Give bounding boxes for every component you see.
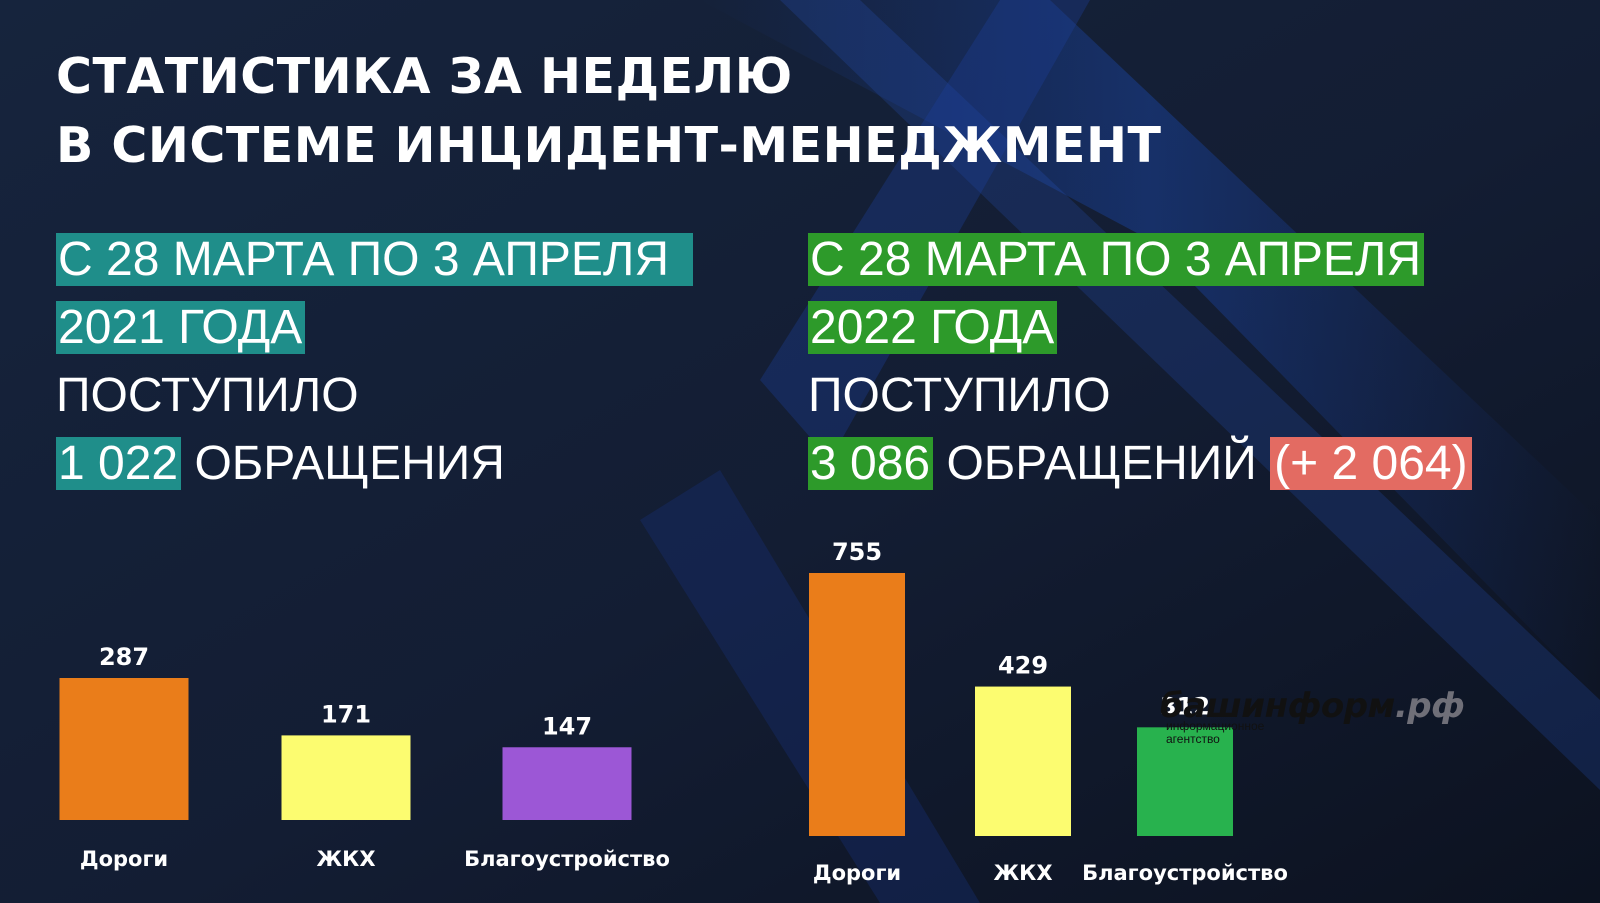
bar-2022-1 <box>809 573 905 836</box>
category-label-2021-3: Благоустройство <box>464 847 670 871</box>
count-2021-value: 1 022 <box>56 437 182 490</box>
category-label-2022-3: Благоустройство <box>1082 861 1288 885</box>
title-line-1: СТАТИСТИКА ЗА НЕДЕЛЮ <box>56 48 793 105</box>
watermark-subtitle-line-2: агентство <box>1166 732 1220 746</box>
period-2022-line-1: С 28 МАРТА ПО 3 АПРЕЛЯ <box>808 232 1472 300</box>
value-label-2021-3: 147 <box>542 712 592 740</box>
period-2021-block: С 28 МАРТА ПО 3 АПРЕЛЯ 2021 ГОДА ПОСТУПИ… <box>56 232 694 504</box>
watermark-brand: башинформ <box>1160 686 1395 726</box>
count-2021-unit: ОБРАЩЕНИЯ <box>194 437 505 490</box>
chart-2022: 755 Дороги 429 ЖКХ 312 Благоустройство <box>809 538 1288 885</box>
value-label-2021-1: 287 <box>99 643 149 671</box>
category-label-2022-1: Дороги <box>813 861 901 885</box>
count-2022-unit: ОБРАЩЕНИЙ <box>946 437 1257 490</box>
chart-2021: 287 Дороги 171 ЖКХ 147 Благоустройство <box>59 643 670 871</box>
count-2022-line: 3 086 ОБРАЩЕНИЙ (+ 2 064) <box>808 436 1472 504</box>
period-2022-line-2: 2022 ГОДА <box>808 300 1472 368</box>
watermark-subtitle-line-1: информационное <box>1166 719 1265 733</box>
period-2022-year: 2022 ГОДА <box>808 301 1058 354</box>
period-2021-line-1: С 28 МАРТА ПО 3 АПРЕЛЯ <box>56 232 694 300</box>
value-label-2022-1: 755 <box>832 538 882 566</box>
period-2021-year: 2021 ГОДА <box>56 301 306 354</box>
watermark-domain: .рф <box>1394 686 1465 726</box>
watermark-subtitle: информационное агентство <box>1166 720 1464 746</box>
value-label-2022-2: 429 <box>998 652 1048 680</box>
bar-2022-3 <box>1137 727 1233 836</box>
watermark: башинформ.рф информационное агентство <box>1160 686 1465 746</box>
category-label-2022-2: ЖКХ <box>993 861 1052 885</box>
bar-2021-1 <box>59 678 189 820</box>
period-2022-block: С 28 МАРТА ПО 3 АПРЕЛЯ 2022 ГОДА ПОСТУПИ… <box>808 232 1472 504</box>
category-label-2021-1: Дороги <box>80 847 168 871</box>
value-label-2022-3: 312 <box>1160 692 1210 720</box>
value-label-2021-2: 171 <box>321 700 371 728</box>
count-2021-line: 1 022 ОБРАЩЕНИЯ <box>56 436 693 504</box>
title-line-2: В СИСТЕМЕ ИНЦИДЕНТ-МЕНЕДЖМЕНТ <box>56 117 1162 174</box>
bar-2021-2 <box>281 735 411 820</box>
received-2021-label: ПОСТУПИЛО <box>56 369 359 422</box>
received-2022-label: ПОСТУПИЛО <box>808 369 1111 422</box>
period-2021-line-2: 2021 ГОДА <box>56 300 693 368</box>
bar-2021-3 <box>502 747 632 820</box>
period-2021-dates: С 28 МАРТА ПО 3 АПРЕЛЯ <box>56 233 694 286</box>
page-title: СТАТИСТИКА ЗА НЕДЕЛЮ В СИСТЕМЕ ИНЦИДЕНТ-… <box>56 42 1161 180</box>
watermark-logo: башинформ.рф <box>1160 686 1465 726</box>
count-delta-badge: (+ 2 064) <box>1270 437 1472 490</box>
category-label-2021-2: ЖКХ <box>316 847 375 871</box>
bar-2022-2 <box>975 686 1071 836</box>
period-2022-dates: С 28 МАРТА ПО 3 АПРЕЛЯ <box>808 233 1425 286</box>
count-2022-value: 3 086 <box>808 437 934 490</box>
